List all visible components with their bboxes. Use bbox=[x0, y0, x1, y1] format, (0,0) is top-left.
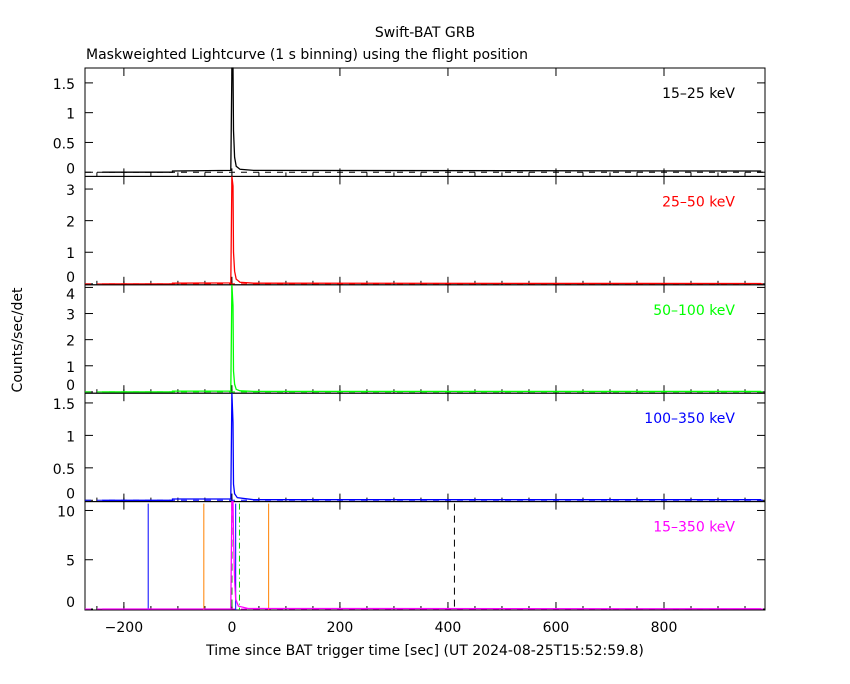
y-tick-label: 1 bbox=[66, 246, 75, 262]
y-tick-label: 1 bbox=[66, 360, 75, 376]
panel-label: 25–50 keV bbox=[662, 194, 735, 210]
y-tick-label: 3 bbox=[66, 183, 75, 199]
y-tick-label: 5 bbox=[66, 554, 75, 570]
x-axis-label: Time since BAT trigger time [sec] (UT 20… bbox=[205, 643, 644, 659]
panel-label: 50–100 keV bbox=[653, 303, 735, 319]
y-tick-label: 4 bbox=[66, 287, 75, 303]
y-tick-label: 0 bbox=[66, 161, 75, 177]
x-tick-label: −200 bbox=[105, 620, 143, 636]
y-tick-label: 0 bbox=[66, 595, 75, 611]
x-tick-label: 600 bbox=[543, 620, 570, 636]
y-tick-label: 0.5 bbox=[53, 462, 75, 478]
y-tick-label: 2 bbox=[66, 215, 75, 231]
lightcurve-4 bbox=[102, 500, 762, 610]
x-tick-label: 400 bbox=[435, 620, 462, 636]
chart-subtitle: Maskweighted Lightcurve (1 s binning) us… bbox=[86, 47, 528, 63]
x-tick-label: 0 bbox=[227, 620, 236, 636]
y-tick-label: 0.5 bbox=[53, 136, 75, 152]
x-tick-label: 200 bbox=[327, 620, 354, 636]
panel-frame bbox=[84, 501, 766, 611]
lightcurve-2 bbox=[102, 284, 762, 393]
chart-title: Swift-BAT GRB bbox=[375, 25, 475, 41]
y-axis-label: Counts/sec/det bbox=[10, 287, 26, 392]
panel-frame bbox=[84, 284, 766, 394]
y-tick-label: 10 bbox=[57, 504, 75, 520]
x-tick-label: 800 bbox=[651, 620, 678, 636]
panel-label: 100–350 keV bbox=[644, 411, 735, 427]
lightcurve-3 bbox=[102, 393, 762, 501]
y-tick-label: 0 bbox=[66, 270, 75, 286]
y-tick-label: 1.5 bbox=[53, 77, 75, 93]
y-tick-label: 0 bbox=[66, 378, 75, 394]
y-tick-label: 0 bbox=[66, 487, 75, 503]
y-tick-label: 1.5 bbox=[53, 397, 75, 413]
y-tick-label: 1 bbox=[66, 429, 75, 445]
y-tick-label: 1 bbox=[66, 107, 75, 123]
y-tick-label: 3 bbox=[66, 308, 75, 324]
panel-frame bbox=[84, 175, 766, 286]
y-tick-label: 2 bbox=[66, 334, 75, 350]
lightcurve-1 bbox=[102, 176, 762, 285]
lightcurve-0 bbox=[102, 67, 762, 173]
panel-frame bbox=[84, 392, 766, 503]
panel-frame bbox=[84, 67, 766, 177]
panel-label: 15–350 keV bbox=[653, 520, 735, 536]
panel-label: 15–25 keV bbox=[662, 86, 735, 102]
